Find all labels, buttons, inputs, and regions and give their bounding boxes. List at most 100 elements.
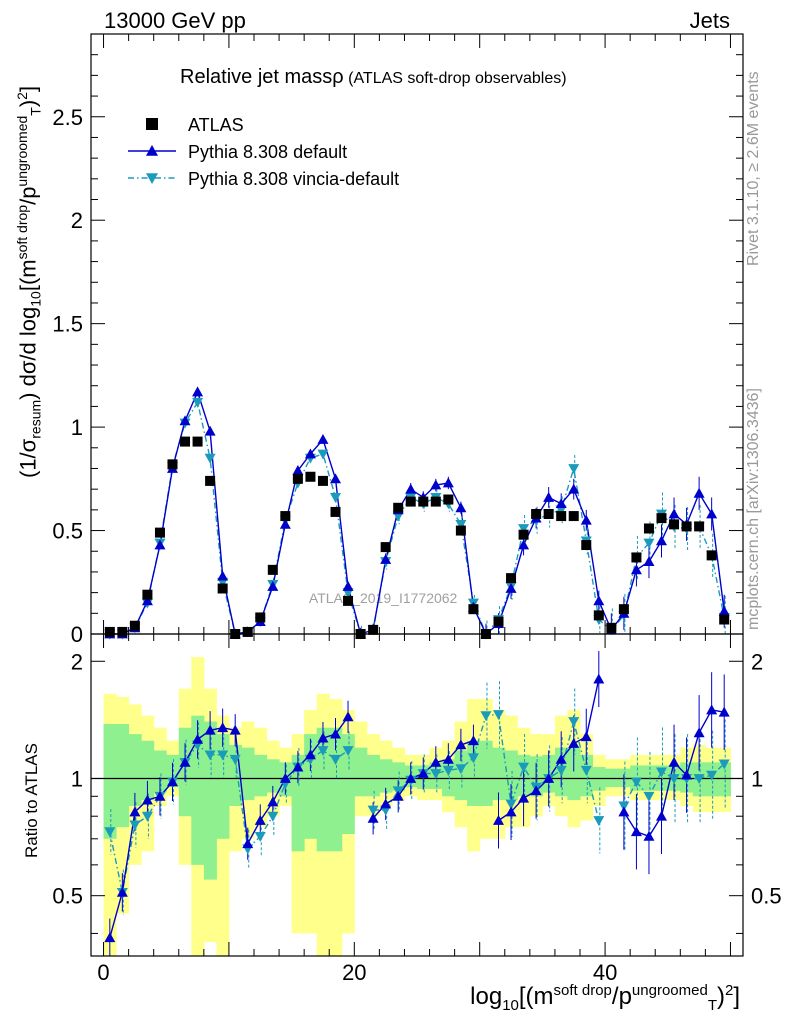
atlas-point <box>656 513 667 524</box>
default-ratio-point <box>154 790 166 801</box>
upper-y-tick-label: 1 <box>71 415 83 440</box>
vincia-ratio-point <box>706 770 718 781</box>
ratio-band-inner <box>454 750 468 801</box>
vincia-ratio-point <box>480 711 492 722</box>
legend: ATLAS Pythia 8.308 default Pythia 8.308 vi… <box>128 115 399 189</box>
atlas-point <box>455 525 466 536</box>
vincia-ratio-point <box>656 767 667 778</box>
atlas-point <box>430 496 441 507</box>
atlas-point <box>518 529 529 540</box>
default-ratio-point <box>279 772 291 783</box>
atlas-point <box>493 616 504 627</box>
atlas-point <box>305 471 316 482</box>
ratio-band-inner <box>216 734 230 839</box>
title-text: Relative jet massρ <box>180 66 344 88</box>
atlas-point <box>556 511 567 522</box>
plot-title: Relative jet massρ (ATLAS soft-drop obse… <box>180 66 567 89</box>
vincia-ratio-point <box>217 750 229 761</box>
vincia-ratio-point <box>267 811 279 822</box>
atlas-point <box>418 496 429 507</box>
default-point <box>342 580 354 591</box>
vincia-ratio-point <box>668 774 680 784</box>
ratio-band-inner <box>316 727 330 852</box>
default-ratio-point <box>467 735 479 746</box>
vincia-ratio-point <box>204 750 216 761</box>
default-ratio-point <box>167 776 178 787</box>
atlas-point <box>242 626 253 637</box>
vincia-ratio-point <box>254 831 266 842</box>
vincia-ratio-point <box>593 816 605 826</box>
upper-y-tick-label: 1.5 <box>52 312 83 337</box>
atlas-point <box>443 494 454 505</box>
default-point <box>568 483 580 494</box>
default-ratio-point <box>217 722 229 733</box>
legend-atlas-marker <box>146 118 158 130</box>
default-point <box>154 539 166 550</box>
watermark-text: ATLAS_2019_I1772062 <box>309 590 458 606</box>
atlas-point <box>180 436 191 447</box>
default-ratio-point <box>254 814 266 825</box>
vincia-point <box>455 519 467 530</box>
default-ratio-point <box>242 838 254 849</box>
upper-series-layer <box>104 386 730 640</box>
default-point <box>718 605 730 616</box>
default-ratio-point <box>380 798 392 809</box>
atlas-point <box>568 511 579 522</box>
xlabel-j: ] <box>733 983 740 1010</box>
default-ratio-point <box>405 772 417 783</box>
default-point <box>580 514 592 525</box>
ratio-band-inner <box>103 724 117 839</box>
atlas-point <box>669 519 680 530</box>
legend-label: ATLAS <box>188 115 244 135</box>
default-ratio-point <box>204 724 216 735</box>
atlas-point <box>618 604 629 615</box>
default-point <box>192 386 204 397</box>
ratio-band-inner <box>116 724 130 828</box>
ratio-y-tick-label-right: 1 <box>751 766 763 791</box>
default-ratio-point <box>681 769 693 780</box>
watermark-layer: ATLAS_2019_I1772062 <box>309 590 458 606</box>
header-right: Jets <box>689 8 730 33</box>
ratio-band-inner <box>354 747 368 797</box>
default-ratio-point <box>643 830 655 841</box>
atlas-point <box>167 459 178 470</box>
vincia-ratio-line <box>623 763 725 807</box>
default-point <box>279 518 291 529</box>
atlas-point <box>543 509 554 519</box>
vincia-ratio-point <box>718 759 730 770</box>
upper-y-tick-label: 2.5 <box>52 105 83 130</box>
default-point <box>217 570 229 581</box>
vincia-point <box>568 464 580 474</box>
default-ratio-point <box>442 753 454 764</box>
atlas-point <box>330 506 341 517</box>
default-ratio-point <box>267 796 279 807</box>
vincia-ratio-point <box>505 799 517 810</box>
ratio-band-inner <box>141 740 155 801</box>
vincia-ratio-point <box>141 811 153 822</box>
default-point <box>430 479 442 490</box>
default-point <box>304 448 316 459</box>
default-ratio-point <box>630 826 642 837</box>
default-point <box>141 595 153 606</box>
vincia-ratio-point <box>129 820 141 831</box>
default-ratio-point <box>718 706 730 717</box>
atlas-point <box>255 612 266 623</box>
atlas-point <box>154 527 165 538</box>
lower-panel-frame <box>90 633 744 957</box>
atlas-point <box>581 540 592 551</box>
vincia-ratio-point <box>568 717 580 728</box>
default-point <box>455 502 467 513</box>
ratio-y-tick-label-right: 0.5 <box>751 884 782 909</box>
x-axis-label: log10[(msoft drop/pungroomedT)2] <box>470 982 740 1014</box>
default-point <box>668 508 680 519</box>
default-ratio-point <box>568 737 580 748</box>
ratio-band-inner <box>379 759 393 793</box>
atlas-point <box>129 620 140 631</box>
xlabel-f: ungroomed <box>631 982 708 999</box>
ratio-band-inner <box>567 747 581 801</box>
axes-layer: 0 20 40 0 0.5 1 1.5 2 2.5 0.5 0.5 1 1 2 2 <box>52 33 782 985</box>
default-point <box>505 582 517 593</box>
atlas-point <box>142 589 153 600</box>
legend-default-marker <box>146 145 158 156</box>
legend-label: Pythia 8.308 default <box>188 142 347 162</box>
